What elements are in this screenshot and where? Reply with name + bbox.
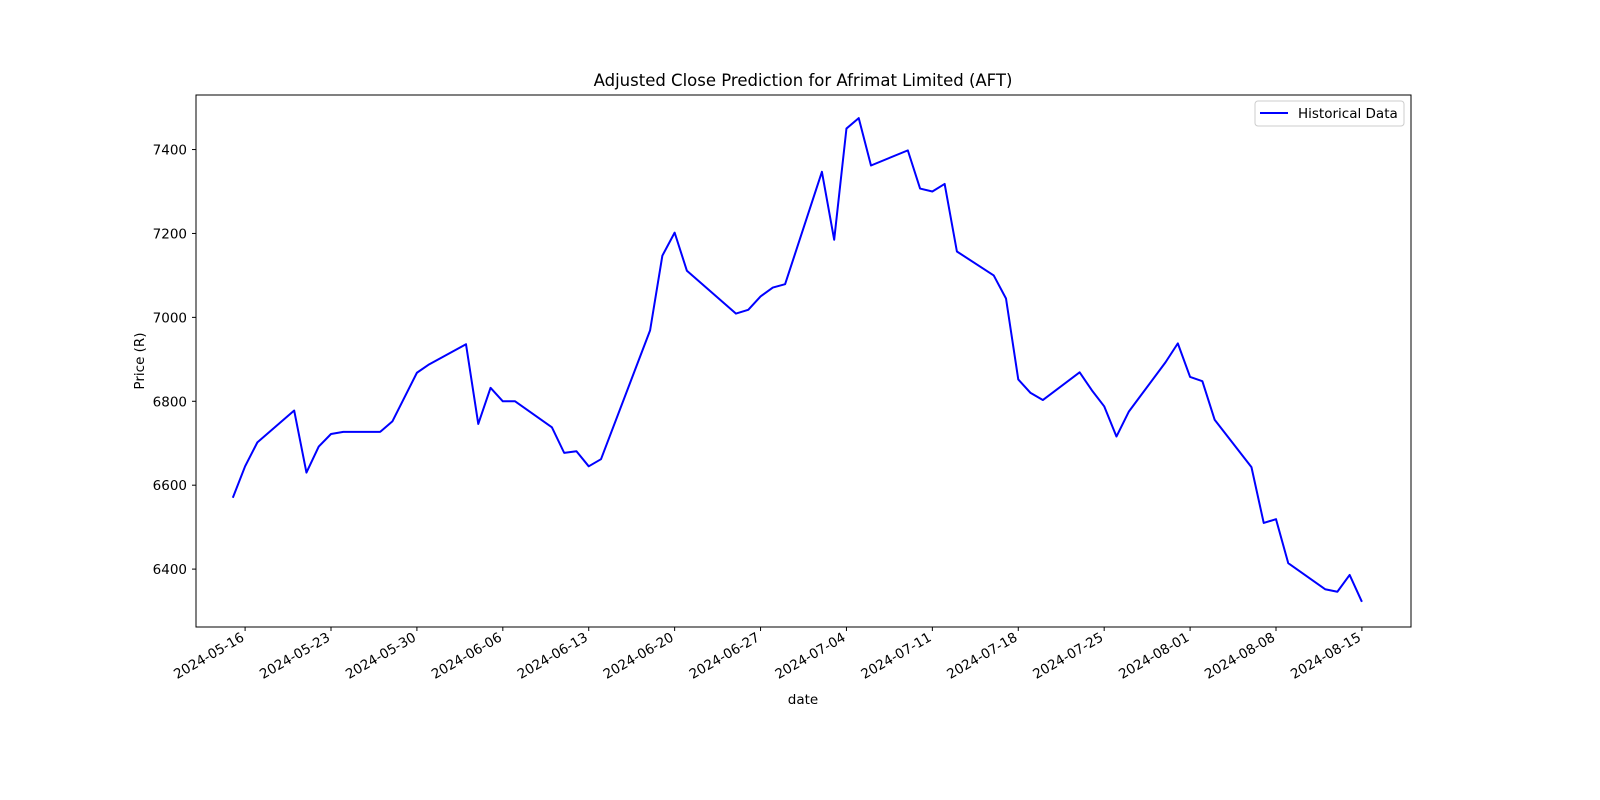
axes-frame: [195, 94, 1412, 628]
y-axis-label: Price (R): [132, 332, 148, 389]
plot-area: [195, 94, 1412, 628]
x-axis-label: date: [788, 692, 818, 708]
legend: Historical Data: [1254, 100, 1405, 127]
y-tick-label: 6800: [153, 394, 187, 410]
legend-label-historical-data: Historical Data: [1298, 106, 1398, 122]
series-line-historical-data: [231, 117, 1363, 603]
y-tick-label: 6400: [153, 562, 187, 578]
legend-box: [1254, 100, 1405, 127]
y-tick-label: 6600: [153, 478, 187, 494]
y-tick-label: 7000: [153, 310, 187, 326]
y-tick-label: 7400: [153, 143, 187, 159]
y-tick-label: 7200: [153, 226, 187, 242]
chart-title: Adjusted Close Prediction for Afrimat Li…: [594, 71, 1013, 90]
